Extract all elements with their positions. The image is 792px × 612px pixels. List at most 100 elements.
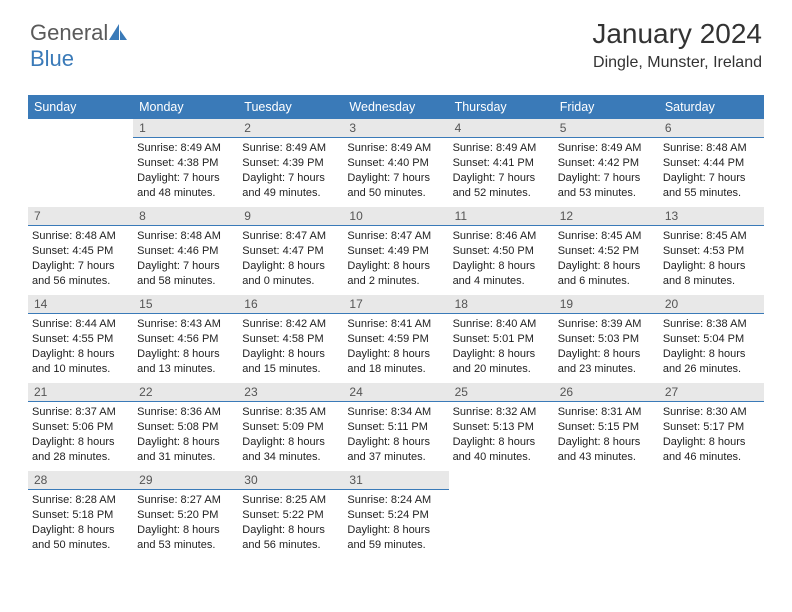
sunrise-text: Sunrise: 8:39 AM [558,317,655,332]
sunrise-text: Sunrise: 8:34 AM [347,405,444,420]
day-number: 31 [343,471,448,490]
cell-body: Sunrise: 8:42 AMSunset: 4:58 PMDaylight:… [238,314,343,380]
logo: General Blue [30,20,127,72]
sunset-text: Sunset: 5:09 PM [242,420,339,435]
sunset-text: Sunset: 4:46 PM [137,244,234,259]
dl1-text: Daylight: 7 hours [137,259,234,274]
sunrise-text: Sunrise: 8:45 AM [558,229,655,244]
calendar-row: 21Sunrise: 8:37 AMSunset: 5:06 PMDayligh… [28,383,764,471]
day-number: 30 [238,471,343,490]
sunset-text: Sunset: 4:47 PM [242,244,339,259]
logo-text-2: Blue [30,46,74,71]
cell-body: Sunrise: 8:27 AMSunset: 5:20 PMDaylight:… [133,490,238,556]
dl1-text: Daylight: 7 hours [32,259,129,274]
day-number: 26 [554,383,659,402]
calendar-cell: 22Sunrise: 8:36 AMSunset: 5:08 PMDayligh… [133,383,238,471]
cell-body: Sunrise: 8:45 AMSunset: 4:53 PMDaylight:… [659,226,764,292]
dl2-text: and 49 minutes. [242,186,339,201]
dl2-text: and 26 minutes. [663,362,760,377]
sunrise-text: Sunrise: 8:45 AM [663,229,760,244]
calendar-cell: 13Sunrise: 8:45 AMSunset: 4:53 PMDayligh… [659,207,764,295]
sunrise-text: Sunrise: 8:48 AM [32,229,129,244]
dl1-text: Daylight: 7 hours [453,171,550,186]
sunset-text: Sunset: 4:49 PM [347,244,444,259]
sunrise-text: Sunrise: 8:47 AM [347,229,444,244]
calendar-cell: 21Sunrise: 8:37 AMSunset: 5:06 PMDayligh… [28,383,133,471]
day-number: 15 [133,295,238,314]
sunrise-text: Sunrise: 8:49 AM [242,141,339,156]
cell-body: Sunrise: 8:31 AMSunset: 5:15 PMDaylight:… [554,402,659,468]
calendar-row: 1 Sunrise: 8:49 AM Sunset: 4:38 PM Daylight… [28,119,764,207]
location-text: Dingle, Munster, Ireland [592,54,762,72]
weekday-header: Monday [133,95,238,119]
sunrise-text: Sunrise: 8:44 AM [32,317,129,332]
sunset-text: Sunset: 5:22 PM [242,508,339,523]
day-number: 23 [238,383,343,402]
dl1-text: Daylight: 7 hours [663,171,760,186]
calendar-cell: 8Sunrise: 8:48 AMSunset: 4:46 PMDaylight… [133,207,238,295]
dl1-text: Daylight: 8 hours [663,347,760,362]
sunrise-text: Sunrise: 8:49 AM [453,141,550,156]
sunrise-text: Sunrise: 8:25 AM [242,493,339,508]
dl1-text: Daylight: 8 hours [558,259,655,274]
cell-body: Sunrise: 8:48 AMSunset: 4:46 PMDaylight:… [133,226,238,292]
calendar-cell: 17Sunrise: 8:41 AMSunset: 4:59 PMDayligh… [343,295,448,383]
day-number: 17 [343,295,448,314]
dl1-text: Daylight: 8 hours [347,523,444,538]
day-number: 2 [238,119,343,138]
day-number: 13 [659,207,764,226]
weekday-header: Tuesday [238,95,343,119]
cell-body: Sunrise: 8:37 AMSunset: 5:06 PMDaylight:… [28,402,133,468]
dl2-text: and 4 minutes. [453,274,550,289]
sunset-text: Sunset: 4:42 PM [558,156,655,171]
dl1-text: Daylight: 8 hours [347,259,444,274]
calendar-cell: 18Sunrise: 8:40 AMSunset: 5:01 PMDayligh… [449,295,554,383]
dl1-text: Daylight: 8 hours [663,259,760,274]
sunrise-text: Sunrise: 8:41 AM [347,317,444,332]
cell-body: Sunrise: 8:49 AMSunset: 4:40 PMDaylight:… [343,138,448,204]
sunset-text: Sunset: 5:03 PM [558,332,655,347]
cell-body: Sunrise: 8:34 AMSunset: 5:11 PMDaylight:… [343,402,448,468]
header-block: January 2024 Dingle, Munster, Ireland [592,18,762,72]
day-number: 18 [449,295,554,314]
day-number: 12 [554,207,659,226]
cell-body: Sunrise: 8:44 AMSunset: 4:55 PMDaylight:… [28,314,133,380]
dl1-text: Daylight: 8 hours [663,435,760,450]
calendar-row: 14Sunrise: 8:44 AMSunset: 4:55 PMDayligh… [28,295,764,383]
sunrise-text: Sunrise: 8:24 AM [347,493,444,508]
sunrise-text: Sunrise: 8:40 AM [453,317,550,332]
cell-body: Sunrise: 8:41 AMSunset: 4:59 PMDaylight:… [343,314,448,380]
cell-body: Sunrise: 8:40 AMSunset: 5:01 PMDaylight:… [449,314,554,380]
sunset-text: Sunset: 5:17 PM [663,420,760,435]
day-number: 4 [449,119,554,138]
sunset-text: Sunset: 4:38 PM [137,156,234,171]
calendar-cell: 26Sunrise: 8:31 AMSunset: 5:15 PMDayligh… [554,383,659,471]
dl2-text: and 46 minutes. [663,450,760,465]
sunset-text: Sunset: 4:39 PM [242,156,339,171]
cell-body: Sunrise: 8:28 AMSunset: 5:18 PMDaylight:… [28,490,133,556]
sunset-text: Sunset: 4:56 PM [137,332,234,347]
day-number: 22 [133,383,238,402]
dl2-text: and 6 minutes. [558,274,655,289]
dl2-text: and 53 minutes. [137,538,234,553]
sunrise-text: Sunrise: 8:35 AM [242,405,339,420]
sunrise-text: Sunrise: 8:27 AM [137,493,234,508]
day-number: 1 [133,119,238,138]
dl2-text: and 50 minutes. [32,538,129,553]
dl2-text: and 56 minutes. [242,538,339,553]
day-number: 25 [449,383,554,402]
weekday-header: Saturday [659,95,764,119]
dl1-text: Daylight: 8 hours [347,435,444,450]
sunrise-text: Sunrise: 8:38 AM [663,317,760,332]
calendar-cell: 12Sunrise: 8:45 AMSunset: 4:52 PMDayligh… [554,207,659,295]
dl1-text: Daylight: 8 hours [347,347,444,362]
dl2-text: and 55 minutes. [663,186,760,201]
cell-body: Sunrise: 8:25 AMSunset: 5:22 PMDaylight:… [238,490,343,556]
calendar-cell [449,471,554,559]
sunset-text: Sunset: 4:50 PM [453,244,550,259]
dl2-text: and 34 minutes. [242,450,339,465]
sunset-text: Sunset: 5:01 PM [453,332,550,347]
sunrise-text: Sunrise: 8:48 AM [137,229,234,244]
sunrise-text: Sunrise: 8:49 AM [558,141,655,156]
dl1-text: Daylight: 8 hours [32,347,129,362]
